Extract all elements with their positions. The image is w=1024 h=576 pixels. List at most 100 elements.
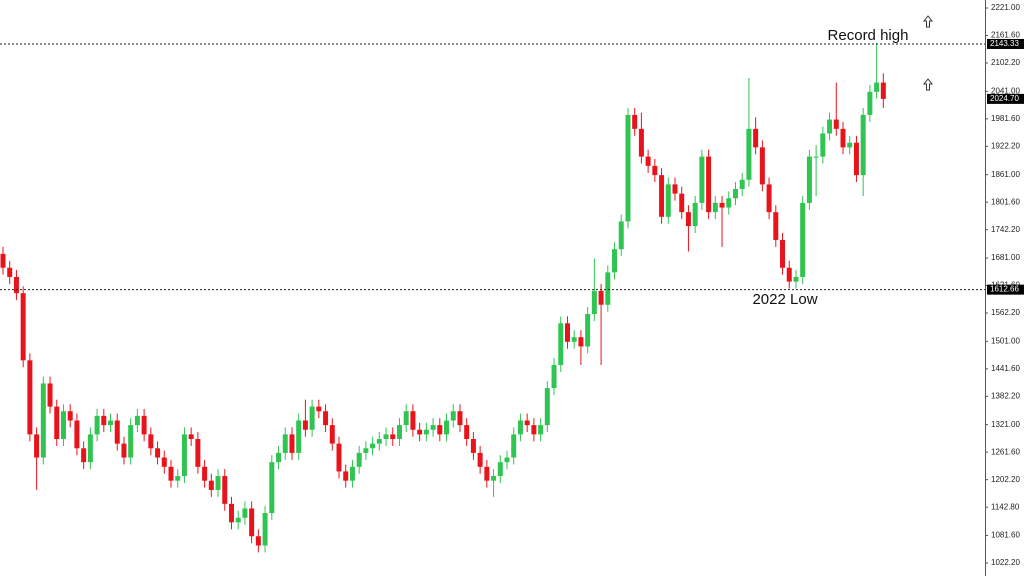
price-box xyxy=(987,38,1024,49)
candle-body xyxy=(148,434,154,449)
candle-body xyxy=(181,434,187,477)
candle-body xyxy=(242,508,248,518)
candle-body xyxy=(202,466,208,481)
candle-body xyxy=(101,415,107,426)
candle-body xyxy=(390,434,396,440)
candle-body xyxy=(329,425,335,444)
candle-body xyxy=(645,156,651,166)
candle-body xyxy=(363,448,369,453)
candle-body xyxy=(195,439,201,467)
annotation: 2022 Low xyxy=(752,291,817,308)
y-tick-label: 2221.00 xyxy=(991,3,1020,12)
candle-body xyxy=(853,142,859,176)
candle-body xyxy=(302,420,308,430)
y-tick-label: 1081.60 xyxy=(991,531,1020,540)
candle-body xyxy=(356,452,362,467)
candle-body xyxy=(444,420,450,435)
candle-body xyxy=(276,452,282,463)
candle-body xyxy=(860,114,866,176)
candle-body xyxy=(504,457,510,463)
candle-body xyxy=(114,420,120,444)
candle-body xyxy=(215,476,221,490)
candle-body xyxy=(269,462,275,514)
candle-body xyxy=(578,337,584,347)
y-tick-label: 1142.80 xyxy=(991,502,1020,511)
candle-body xyxy=(222,476,228,504)
candle-body xyxy=(343,471,349,481)
candle-body xyxy=(551,364,557,389)
candle-body xyxy=(121,443,127,458)
candle-body xyxy=(827,119,833,134)
candle-body xyxy=(296,420,302,453)
candle-body xyxy=(423,429,429,435)
current-price-label: 2024.70 xyxy=(990,94,1019,103)
candle-body xyxy=(27,360,33,435)
candle-body xyxy=(806,156,812,203)
candle-body xyxy=(732,189,738,199)
candle-body xyxy=(759,147,765,185)
candle-body xyxy=(383,434,389,440)
candle-body xyxy=(457,411,463,426)
candle-body xyxy=(94,415,100,435)
candle-body xyxy=(47,383,53,407)
price-box-label: 1612.66 xyxy=(990,285,1019,294)
candle-body xyxy=(161,457,167,467)
up-arrow-icon xyxy=(922,78,934,91)
candle-body xyxy=(262,513,268,546)
candle-body xyxy=(450,411,456,421)
candle-body xyxy=(880,82,886,99)
candle-body xyxy=(625,114,631,222)
candle-body xyxy=(874,82,880,92)
candle-body xyxy=(430,425,436,430)
candle-body xyxy=(511,434,517,458)
candle-body xyxy=(598,290,604,305)
candle-body xyxy=(141,415,147,435)
candle-body xyxy=(585,314,591,347)
candle-body xyxy=(517,420,523,435)
candle-body xyxy=(558,323,564,365)
candle-body xyxy=(249,508,255,537)
candle-body xyxy=(612,249,618,273)
candle-body xyxy=(464,425,470,440)
candle-body xyxy=(679,193,685,213)
candle-body xyxy=(208,480,214,490)
candle-body xyxy=(87,434,93,463)
candle-body xyxy=(484,466,490,481)
candle-body xyxy=(544,388,550,426)
candle-body xyxy=(235,517,241,523)
candle-body xyxy=(833,119,839,129)
candle-body xyxy=(618,221,624,250)
y-tick-label: 1321.00 xyxy=(991,420,1020,429)
candle-body xyxy=(800,202,806,277)
candle-body xyxy=(54,406,60,440)
candle-body xyxy=(665,184,671,217)
candle-body xyxy=(820,133,826,157)
price-box-label: 2143.33 xyxy=(990,39,1019,48)
candle-body xyxy=(605,272,611,305)
y-tick-label: 1922.20 xyxy=(991,141,1020,150)
candle-body xyxy=(74,420,80,449)
candle-body xyxy=(753,128,759,148)
y-tick-label: 2161.60 xyxy=(991,31,1020,40)
y-tick-label: 1022.20 xyxy=(991,558,1020,567)
y-tick-label: 1681.00 xyxy=(991,253,1020,262)
candle-body xyxy=(13,276,19,294)
y-tick-label: 1801.60 xyxy=(991,197,1020,206)
current-price-box xyxy=(987,93,1024,104)
annotation: Record high xyxy=(828,27,909,44)
candle-body xyxy=(773,212,779,240)
candle-body xyxy=(60,411,66,440)
candle-body xyxy=(497,462,503,477)
candle-body xyxy=(672,184,678,194)
candle-body xyxy=(34,434,40,458)
y-tick-label: 1261.60 xyxy=(991,447,1020,456)
candle-body xyxy=(531,425,537,435)
candle-body xyxy=(571,337,577,342)
y-tick-label: 2041.00 xyxy=(991,86,1020,95)
candle-body xyxy=(175,476,181,481)
candle-body xyxy=(524,420,530,426)
candle-body xyxy=(652,165,658,176)
candle-body xyxy=(410,411,416,430)
candle-body xyxy=(840,128,846,148)
